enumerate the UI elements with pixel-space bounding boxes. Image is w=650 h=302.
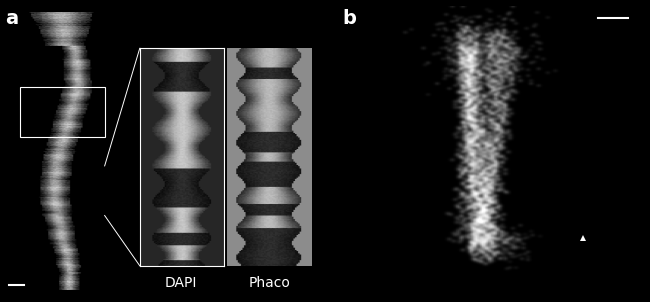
Text: DAPI: DAPI [164, 276, 197, 290]
Text: Phaco: Phaco [248, 276, 290, 290]
Text: b: b [343, 9, 356, 28]
Bar [20, 87, 105, 137]
Text: a: a [5, 9, 18, 28]
